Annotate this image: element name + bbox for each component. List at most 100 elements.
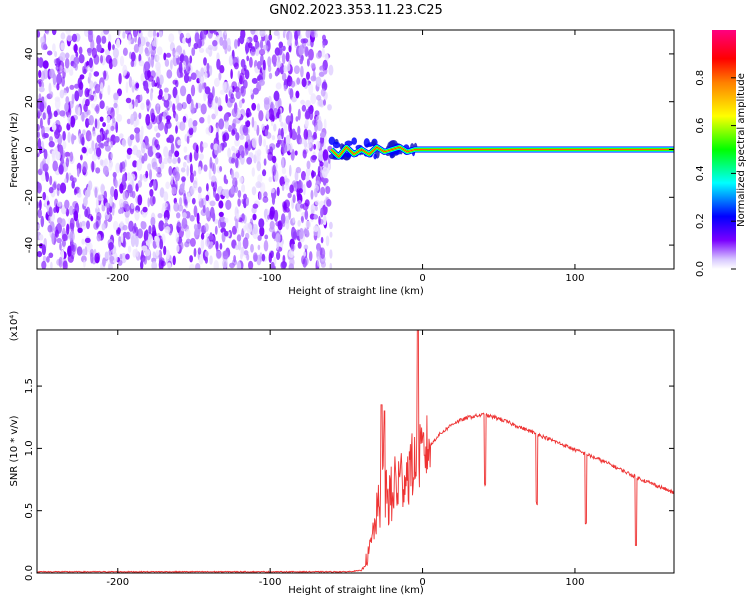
noise-blob bbox=[65, 52, 70, 59]
noise-blob bbox=[252, 87, 259, 95]
noise-blob bbox=[88, 93, 92, 101]
noise-blob bbox=[51, 30, 57, 36]
noise-blob bbox=[43, 43, 48, 50]
noise-blob bbox=[151, 79, 155, 88]
noise-blob bbox=[303, 183, 306, 196]
noise-blob bbox=[304, 209, 309, 220]
noise-blob bbox=[105, 54, 112, 64]
noise-blob bbox=[218, 211, 224, 217]
noise-blob bbox=[239, 176, 244, 184]
noise-blob bbox=[295, 116, 299, 122]
noise-blob bbox=[310, 189, 314, 200]
noise-blob bbox=[243, 193, 247, 200]
noise-blob bbox=[315, 52, 322, 59]
noise-blob bbox=[240, 252, 243, 260]
noise-blob bbox=[81, 238, 86, 245]
noise-blob bbox=[316, 249, 321, 261]
noise-blob bbox=[303, 244, 309, 250]
noise-blob bbox=[258, 192, 263, 200]
noise-blob bbox=[85, 98, 90, 107]
noise-blob bbox=[239, 75, 243, 85]
noise-blob bbox=[91, 103, 96, 109]
noise-blob bbox=[246, 222, 253, 234]
noise-blob bbox=[150, 216, 156, 227]
noise-blob bbox=[40, 70, 46, 82]
noise-blob bbox=[311, 169, 315, 179]
snr-x-ticks: -200 -100 0 100 bbox=[106, 330, 584, 588]
noise-blob bbox=[322, 41, 326, 49]
noise-blob bbox=[250, 243, 254, 253]
noise-blob bbox=[152, 224, 156, 232]
noise-blob bbox=[312, 119, 318, 126]
noise-blob bbox=[165, 121, 172, 129]
noise-blob bbox=[182, 37, 186, 45]
noise-blob bbox=[73, 188, 77, 196]
noise-blob bbox=[56, 73, 62, 85]
noise-blob bbox=[303, 128, 309, 141]
noise-blob bbox=[245, 197, 249, 206]
noise-blob bbox=[60, 42, 65, 51]
noise-blob bbox=[94, 187, 98, 199]
noise-blob bbox=[104, 145, 111, 152]
noise-blob bbox=[71, 93, 75, 105]
noise-blob bbox=[180, 167, 186, 173]
snr-y-label: SNR (10 * v/v) bbox=[9, 415, 20, 486]
noise-blob bbox=[63, 66, 70, 73]
noise-blob bbox=[96, 211, 102, 221]
noise-blob bbox=[104, 251, 109, 260]
noise-blob bbox=[61, 76, 65, 87]
noise-blob bbox=[140, 73, 145, 82]
noise-blob bbox=[131, 149, 138, 155]
noise-blob bbox=[122, 31, 126, 39]
noise-blob bbox=[55, 58, 60, 64]
noise-blob bbox=[294, 170, 299, 182]
noise-blob bbox=[222, 39, 228, 50]
noise-blob bbox=[37, 57, 41, 67]
noise-blob bbox=[100, 143, 105, 149]
noise-blob bbox=[70, 115, 76, 128]
noise-blob bbox=[280, 261, 287, 269]
noise-blob bbox=[83, 259, 86, 268]
noise-blob bbox=[135, 131, 141, 143]
noise-blob bbox=[118, 73, 122, 85]
noise-blob bbox=[155, 249, 160, 257]
noise-blob bbox=[130, 51, 136, 62]
noise-blob bbox=[246, 55, 250, 62]
noise-blob bbox=[84, 189, 89, 200]
noise-blob bbox=[164, 217, 168, 224]
noise-blob bbox=[176, 221, 182, 232]
noise-blob bbox=[179, 241, 184, 250]
noise-blob bbox=[158, 74, 164, 86]
noise-blob bbox=[218, 200, 224, 209]
noise-blob bbox=[326, 199, 332, 207]
noise-blob bbox=[102, 165, 109, 176]
noise-blob bbox=[244, 141, 249, 149]
noise-blob bbox=[276, 186, 280, 197]
noise-blob bbox=[297, 241, 302, 249]
noise-blob bbox=[238, 100, 243, 109]
noise-blob bbox=[87, 30, 93, 36]
noise-blob bbox=[58, 256, 63, 268]
noise-blob bbox=[193, 223, 198, 231]
noise-blob bbox=[156, 32, 160, 38]
noise-blob bbox=[228, 54, 234, 66]
noise-blob bbox=[252, 203, 259, 209]
noise-blob bbox=[320, 207, 324, 218]
noise-blob bbox=[179, 183, 185, 193]
noise-blob bbox=[288, 103, 292, 114]
noise-blob bbox=[109, 255, 115, 262]
noise-blob bbox=[38, 80, 42, 88]
noise-blob bbox=[99, 159, 104, 166]
noise-blob bbox=[118, 198, 124, 208]
noise-blob bbox=[268, 108, 274, 121]
x-tick-label: -100 bbox=[259, 577, 282, 588]
noise-blob bbox=[71, 33, 78, 43]
noise-blob bbox=[301, 255, 306, 265]
noise-blob bbox=[141, 245, 148, 251]
noise-blob bbox=[101, 35, 107, 44]
noise-blob bbox=[182, 161, 187, 168]
noise-blob bbox=[237, 198, 241, 207]
noise-blob bbox=[281, 167, 287, 175]
noise-blob bbox=[112, 47, 119, 59]
noise-blob bbox=[237, 70, 241, 80]
